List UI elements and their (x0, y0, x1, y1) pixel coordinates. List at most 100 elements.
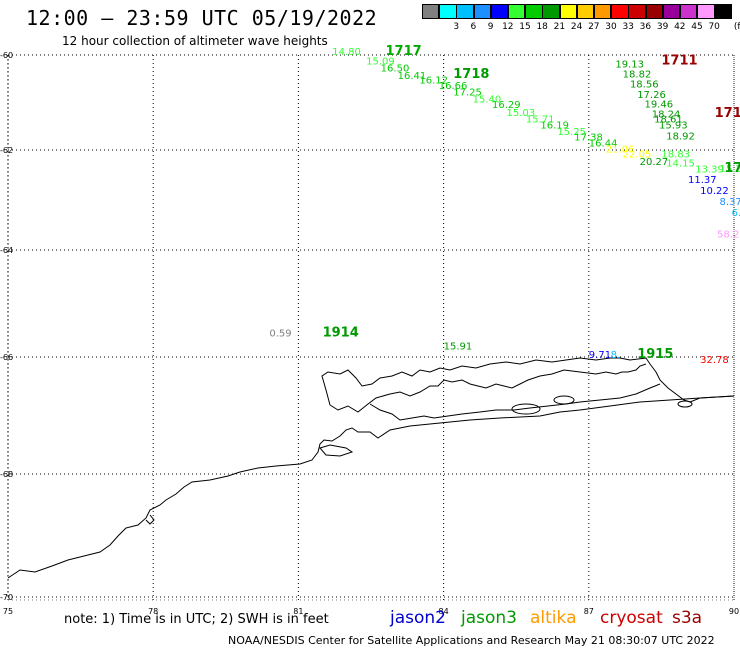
legend-swatch (525, 4, 543, 19)
wave-height-value: 0.59 (269, 329, 291, 340)
wave-height-value: 15.71 (526, 114, 555, 125)
wave-height-value: 20.27 (640, 157, 669, 168)
map-frame (7, 54, 735, 601)
graticule (7, 54, 735, 601)
wave-height-value: 14.80 (332, 47, 361, 58)
legend-swatch (490, 4, 509, 19)
x-tick-label: 78 (148, 607, 158, 616)
wave-height-value: 18.92 (666, 132, 695, 143)
legend-tick-label: 6 (470, 22, 477, 32)
x-tick-label: 87 (584, 607, 594, 616)
wave-height-value: 15.03 (507, 108, 536, 119)
wave-height-value: 19.13 (615, 59, 644, 70)
y-tick-label: -70 (0, 593, 13, 602)
legend-tick-label: 42 (674, 22, 686, 32)
x-tick-label: 90 (729, 607, 739, 616)
legend-tick-label: 70 (708, 22, 720, 32)
wave-height-value: 16.50 (381, 64, 410, 75)
page-subtitle: 12 hour collection of altimeter wave hei… (62, 34, 328, 48)
legend-swatch (697, 4, 715, 19)
wave-height-value: 16.41 (398, 71, 427, 82)
coastline (7, 357, 735, 579)
track-time-label: 1710 (715, 106, 740, 121)
ice-shelf-edge (321, 357, 735, 406)
legend-swatch (542, 4, 560, 19)
legend-swatch (611, 4, 629, 19)
track-time-label: 1711 (661, 54, 697, 69)
coastline-inner (329, 363, 647, 413)
legend-tick-label: 27 (588, 22, 600, 32)
wave-height-value: 6. (732, 208, 740, 219)
footer-credit: NOAA/NESDIS Center for Satellite Applica… (228, 634, 715, 647)
axis-tick-labels: 75 78 81 84 87 90 -60 -62 -64 -66 -68 -70 (0, 51, 739, 616)
wave-height-value: 22.05 (623, 150, 652, 161)
y-tick-label: -62 (0, 146, 13, 155)
track-time-label: 17 (724, 161, 740, 176)
wave-height-value: 32.78 (700, 355, 729, 366)
wave-height-value: 15.40 (473, 95, 502, 106)
wave-height-value: 16.44 (589, 139, 618, 150)
wave-height-value: 17.25 (453, 87, 482, 98)
wave-height-value: 19.46 (644, 99, 673, 110)
legend-swatch (714, 4, 732, 19)
wave-height-value: 17.26 (637, 90, 666, 101)
island-outline (511, 403, 541, 415)
legend-tick-label: 39 (656, 22, 669, 32)
x-tick-label: 84 (439, 607, 449, 616)
legend-swatch (473, 4, 491, 19)
legend-tick-label: 9 (487, 22, 494, 32)
satellite-label-jason3: jason3 (461, 608, 517, 628)
coastline-main (7, 395, 735, 579)
legend-tick-label: 30 (605, 22, 617, 32)
wave-height-value: 58.2 (717, 230, 739, 241)
legend-tick-label: 21 (553, 22, 566, 32)
legend-tick-label: 15 (519, 22, 531, 32)
legend-swatch (508, 4, 526, 19)
legend-tick-label: 45 (691, 22, 703, 32)
wave-height-value: 16.12 (419, 76, 448, 87)
wave-height-value: 8.37 (719, 197, 740, 208)
wave-height-value: 13.39 (695, 165, 724, 176)
page-title: 12:00 – 23:59 UTC 05/19/2022 (26, 6, 378, 30)
y-tick-label: -66 (0, 353, 13, 362)
y-tick-label: -60 (0, 51, 13, 60)
legend-swatch (576, 4, 595, 19)
track-time-label: 1915 (637, 347, 673, 362)
wave-height-value: 18.56 (630, 79, 659, 90)
legend-swatch (628, 4, 646, 19)
wave-height-value: 15.2 (719, 164, 740, 175)
wave-height-value: 15.09 (366, 57, 395, 68)
legend-swatch (559, 4, 577, 19)
island-outline (319, 444, 354, 457)
coast-detail (145, 514, 155, 525)
island-outline (677, 400, 693, 408)
wave-height-value: 16.29 (492, 100, 521, 111)
legend-swatch (594, 4, 612, 19)
legend-swatch (439, 4, 457, 19)
legend-swatch (456, 4, 474, 19)
y-tick-label: -68 (0, 470, 13, 479)
wave-height-value: 18.24 (652, 110, 681, 121)
wave-height-value: 21.06 (606, 145, 635, 156)
legend-swatch (422, 4, 440, 19)
wave-height-value: 16.66 (439, 81, 468, 92)
wave-height-value: 18.61 (654, 114, 683, 125)
track-time-label: 1914 (323, 326, 359, 341)
legend-tick-label: 12 (502, 22, 514, 32)
wave-height-value: 15.91 (444, 342, 473, 353)
legend-tick-label: 18 (536, 22, 548, 32)
legend-tick-label: 3 (453, 22, 460, 32)
satellite-label-s3a: s3a (672, 608, 703, 628)
x-tick-label: 81 (293, 607, 303, 616)
wave-height-value: 15.93 (659, 121, 688, 132)
wave-height-value: 9.71 (589, 350, 611, 361)
wave-height-value: 16.19 (540, 121, 569, 132)
coastline-inner-lower (369, 383, 661, 421)
footer-note: note: 1) Time is in UTC; 2) SWH is in fe… (64, 612, 329, 627)
wave-height-value: 18.83 (661, 150, 690, 161)
legend-swatch (662, 4, 681, 19)
legend-swatch (680, 4, 698, 19)
wave-height-value: 11.37 (688, 175, 717, 186)
wave-height-labels: 14.80 15.0916.5016.4116.1216.6617.2515.40… (269, 44, 740, 366)
